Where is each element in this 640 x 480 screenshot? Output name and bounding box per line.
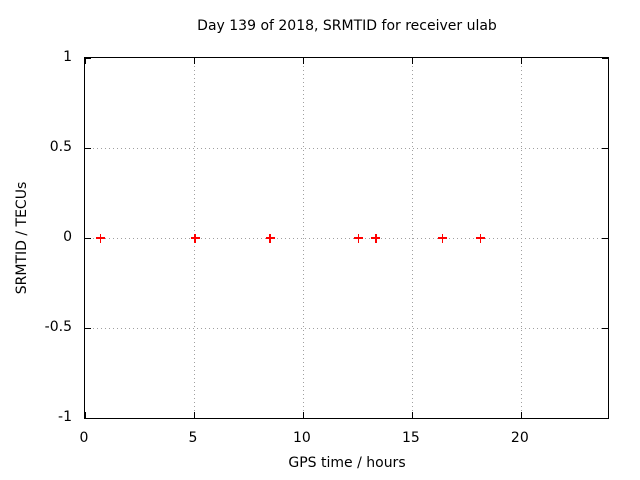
x-axis-label: GPS time / hours — [288, 455, 406, 471]
y-tick-label: -1 — [58, 409, 72, 425]
y-tick-mark — [85, 418, 91, 419]
x-tick-mark-mirror — [193, 58, 195, 64]
plus-icon-vertical — [194, 233, 196, 243]
plot-area — [84, 57, 609, 419]
x-tick-mark-mirror — [302, 58, 304, 64]
plus-icon-vertical — [441, 233, 444, 243]
plus-icon-vertical — [375, 233, 377, 243]
y-tick-label: 1 — [63, 49, 72, 65]
x-tick-mark — [85, 412, 86, 418]
y-tick-mark-mirror — [602, 148, 608, 149]
plus-icon-vertical — [99, 233, 101, 243]
x-tick-mark-mirror — [411, 58, 413, 64]
y-tick-mark — [85, 328, 91, 329]
x-tick-label: 5 — [188, 430, 198, 446]
y-tick-mark — [85, 238, 91, 239]
y-tick-mark — [85, 58, 91, 59]
y-tick-mark — [85, 148, 91, 149]
plus-icon-vertical — [269, 233, 271, 243]
y-tick-mark-mirror — [602, 328, 608, 329]
plus-icon-vertical — [479, 233, 482, 243]
x-tick-label: 15 — [401, 430, 420, 446]
x-tick-label: 10 — [292, 430, 311, 446]
data-point-marker — [371, 233, 381, 243]
data-point-marker — [265, 233, 275, 243]
x-tick-mark — [520, 412, 522, 418]
x-tick-mark — [302, 412, 304, 418]
x-tick-mark — [193, 412, 195, 418]
y-gridline — [85, 148, 608, 149]
x-tick-mark-mirror — [85, 58, 86, 64]
y-tick-mark-mirror — [602, 238, 608, 239]
y-tick-label: -0.5 — [44, 319, 72, 335]
plus-icon-vertical — [357, 233, 360, 243]
x-tick-mark-mirror — [520, 58, 522, 64]
x-tick-label: 20 — [510, 430, 529, 446]
y-tick-mark-mirror — [602, 418, 608, 419]
data-point-marker — [437, 233, 447, 243]
x-tick-label: 0 — [79, 430, 89, 446]
y-tick-label: 0.5 — [49, 139, 72, 155]
x-tick-mark — [411, 412, 413, 418]
y-gridline — [85, 238, 608, 239]
y-tick-mark-mirror — [602, 58, 608, 59]
chart-title: Day 139 of 2018, SRMTID for receiver ula… — [197, 18, 497, 34]
data-point-marker — [190, 233, 200, 243]
data-point-marker — [353, 233, 363, 243]
y-gridline — [85, 328, 608, 329]
data-point-marker — [476, 233, 486, 243]
data-point-marker — [95, 233, 105, 243]
y-tick-label: 0 — [63, 229, 72, 245]
